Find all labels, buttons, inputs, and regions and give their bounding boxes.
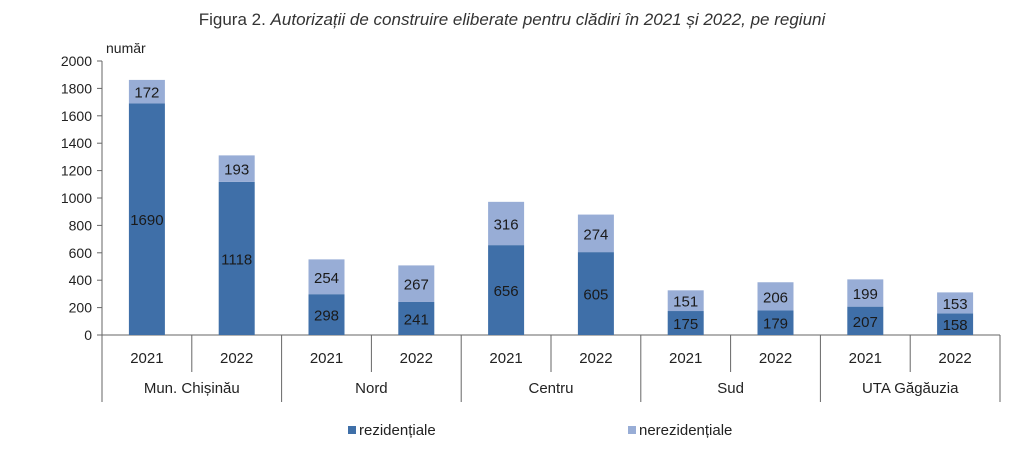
data-label-nerezidentiale: 151 — [673, 294, 698, 311]
bar-rezidentiale — [937, 313, 974, 335]
x-tick-year: 2021 — [849, 350, 882, 367]
x-tick-year: 2022 — [400, 350, 433, 367]
bar-rezidentiale — [488, 245, 525, 335]
bar-rezidentiale — [577, 252, 614, 335]
data-label-rezidentiale: 1118 — [221, 251, 252, 268]
bar-nerezidentiale — [667, 290, 704, 312]
bar-nerezidentiale — [398, 265, 435, 302]
x-group-label: Sud — [717, 380, 744, 397]
x-group-label: UTA Găgăuzia — [862, 380, 959, 397]
x-tick-year: 2022 — [938, 350, 971, 367]
data-label-rezidentiale: 1690 — [130, 212, 163, 229]
legend-rezidentiale-label: rezidențiale — [359, 422, 436, 439]
data-label-rezidentiale: 179 — [763, 316, 788, 333]
y-tick-label: 1400 — [61, 135, 92, 151]
chart-title-prefix: Figura 2. — [198, 10, 271, 29]
y-tick-label: 2000 — [61, 53, 92, 69]
y-tick-label: 200 — [69, 300, 93, 316]
bar-nerezidentiale — [577, 214, 614, 253]
bar-rezidentiale — [128, 103, 165, 335]
bar-nerezidentiale — [847, 279, 884, 307]
y-tick-label: 0 — [84, 327, 92, 343]
bar-nerezidentiale — [218, 155, 255, 182]
x-tick-year: 2022 — [759, 350, 792, 367]
data-label-rezidentiale: 656 — [494, 283, 519, 300]
bar-rezidentiale — [218, 181, 255, 335]
y-tick-label: 1800 — [61, 80, 92, 96]
y-tick-label: 1600 — [61, 108, 92, 124]
data-label-nerezidentiale: 153 — [943, 296, 968, 313]
x-tick-year: 2022 — [220, 350, 253, 367]
x-group-label: Mun. Chișinău — [144, 380, 240, 397]
bar-nerezidentiale — [937, 292, 974, 314]
data-label-rezidentiale: 207 — [853, 314, 878, 331]
chart-title-main: Autorizații de construire eliberate pent… — [270, 10, 826, 29]
y-tick-label: 1200 — [61, 163, 92, 179]
legend-rezidentiale-swatch — [348, 426, 356, 434]
data-label-nerezidentiale: 274 — [583, 226, 608, 243]
bar-rezidentiale — [847, 306, 884, 335]
data-label-nerezidentiale: 206 — [763, 289, 788, 306]
x-tick-year: 2021 — [669, 350, 702, 367]
chart-title: Figura 2. Autorizații de construire elib… — [0, 10, 1024, 30]
data-label-rezidentiale: 605 — [583, 287, 608, 304]
bar-nerezidentiale — [757, 282, 794, 311]
bar-rezidentiale — [398, 301, 435, 335]
legend-nerezidentiale-swatch — [628, 426, 636, 434]
data-label-nerezidentiale: 199 — [853, 286, 878, 303]
x-tick-year: 2021 — [489, 350, 522, 367]
x-tick-year: 2021 — [130, 350, 163, 367]
data-label-nerezidentiale: 316 — [494, 216, 519, 233]
x-group-label: Nord — [355, 380, 388, 397]
y-tick-label: 800 — [69, 217, 93, 233]
data-label-rezidentiale: 158 — [943, 317, 968, 334]
y-tick-label: 400 — [69, 272, 93, 288]
data-label-nerezidentiale: 254 — [314, 270, 339, 287]
legend-nerezidentiale-label: nerezidențiale — [639, 422, 732, 439]
bar-nerezidentiale — [128, 79, 165, 104]
data-label-nerezidentiale: 267 — [404, 277, 429, 294]
y-tick-label: 600 — [69, 245, 93, 261]
data-label-rezidentiale: 298 — [314, 308, 339, 325]
data-label-nerezidentiale: 193 — [224, 162, 249, 179]
x-tick-year: 2022 — [579, 350, 612, 367]
data-label-rezidentiale: 175 — [673, 316, 698, 333]
x-tick-year: 2021 — [310, 350, 343, 367]
data-label-nerezidentiale: 172 — [134, 85, 159, 102]
y-axis-label: număr — [106, 40, 146, 56]
bar-rezidentiale — [667, 311, 704, 335]
x-group-label: Centru — [528, 380, 573, 397]
data-label-rezidentiale: 241 — [404, 311, 429, 328]
bar-nerezidentiale — [308, 259, 345, 295]
bar-rezidentiale — [757, 310, 794, 335]
bar-nerezidentiale — [488, 201, 525, 246]
bar-rezidentiale — [308, 294, 345, 335]
y-tick-label: 1000 — [61, 190, 92, 206]
